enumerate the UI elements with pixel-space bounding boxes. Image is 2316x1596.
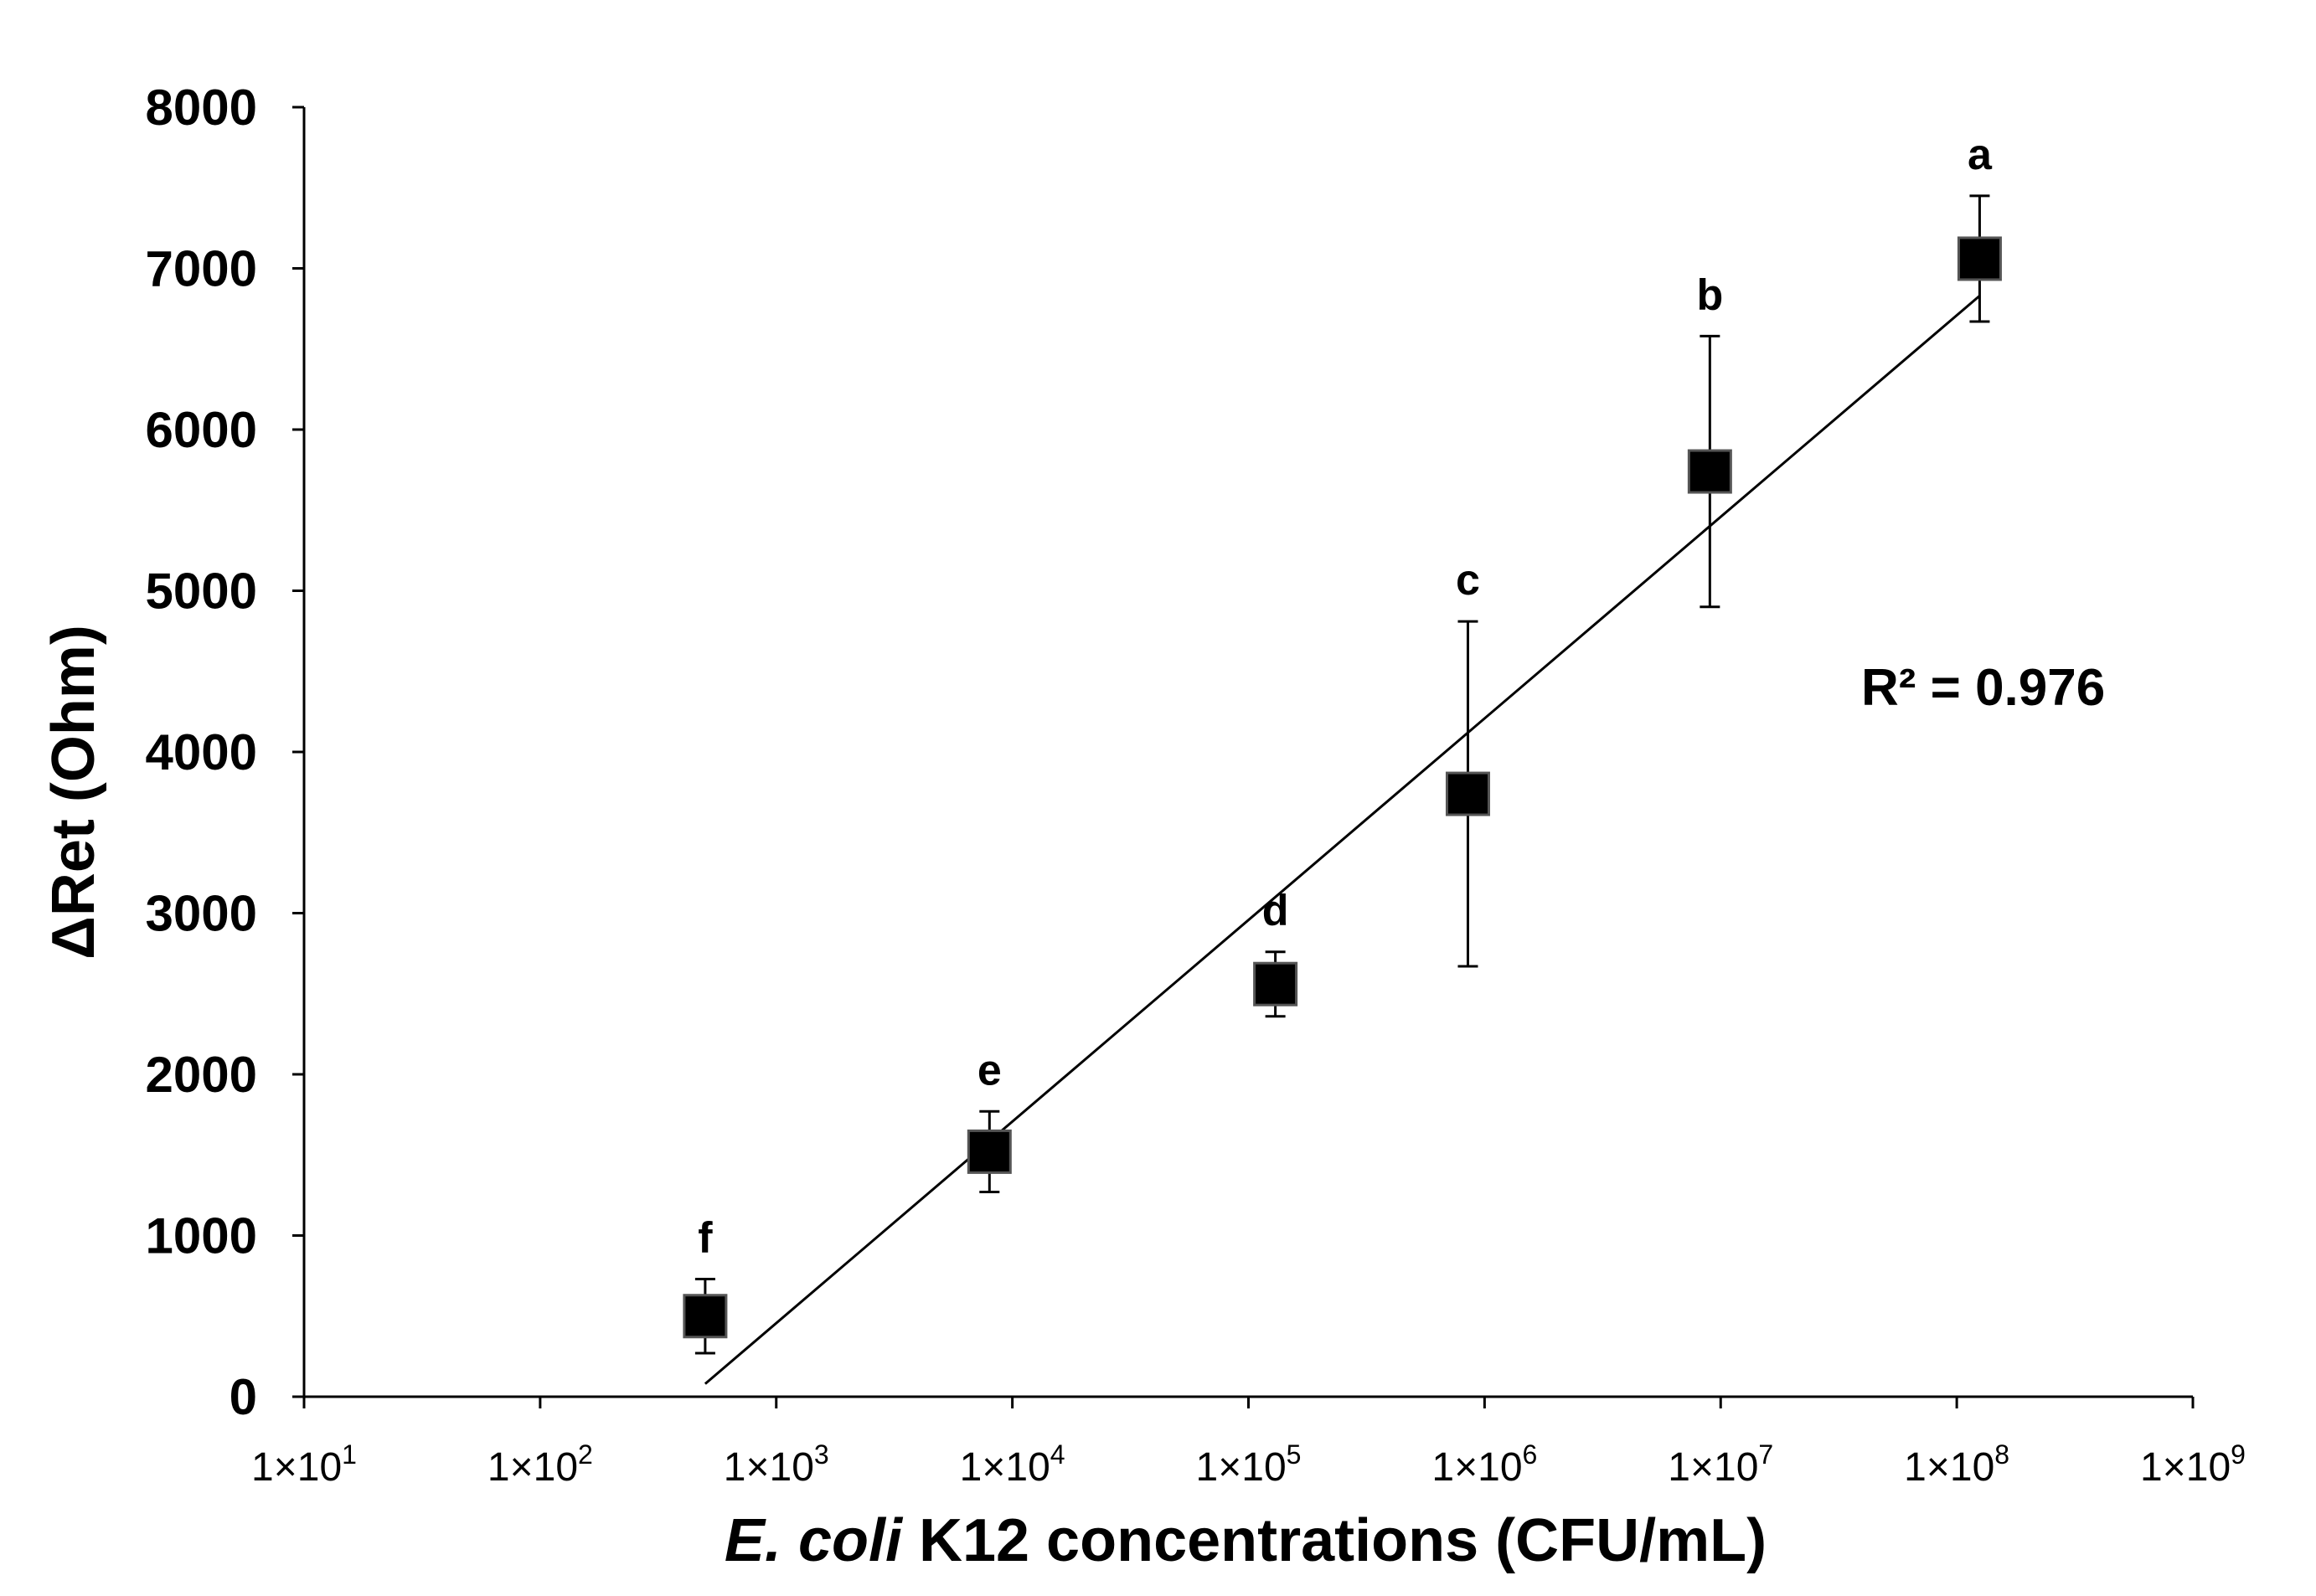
x-axis-title-italic: E. coli — [725, 1507, 904, 1574]
point-labels: f e d c b a — [698, 131, 1993, 1263]
r-squared-annotation: R² = 0.976 — [1861, 659, 2105, 717]
x-tick-label-base: 1×10 — [487, 1445, 578, 1490]
data-point-d — [1253, 961, 1298, 1007]
x-tick-label-base: 1×10 — [1196, 1445, 1287, 1490]
x-axis-title: E. coli K12 concentrations (CFU/mL) — [725, 1507, 1767, 1574]
x-tick-label: 1×104 — [960, 1439, 1065, 1490]
point-label-d: d — [1262, 887, 1289, 935]
point-label-c: c — [1456, 556, 1480, 605]
x-tick-label-base: 1×10 — [724, 1445, 814, 1490]
x-tick-label-base: 1×10 — [1431, 1445, 1522, 1490]
x-tick-label: 1×102 — [487, 1439, 593, 1490]
y-tick-label: 4000 — [146, 724, 257, 780]
y-tick-label: 7000 — [146, 241, 257, 297]
data-point-e — [967, 1129, 1012, 1174]
point-label-e: e — [977, 1046, 1002, 1094]
x-tick-label-exponent: 1 — [342, 1439, 357, 1470]
y-tick-label: 0 — [230, 1369, 257, 1425]
y-tick-label: 3000 — [146, 886, 257, 942]
error-bars — [694, 194, 1990, 1355]
data-markers — [683, 236, 2002, 1339]
x-tick-label-exponent: 6 — [1523, 1439, 1538, 1470]
x-tick-label-base: 1×10 — [1904, 1445, 1994, 1490]
x-tick-label-base: 1×10 — [960, 1445, 1050, 1490]
data-point-b — [1687, 449, 1732, 494]
x-tick-label: 1×108 — [1904, 1439, 2009, 1490]
trendline-group — [704, 295, 1981, 1385]
y-tick-label: 2000 — [146, 1047, 257, 1103]
x-tick-label: 1×105 — [1196, 1439, 1302, 1490]
x-tick-label-base: 1×10 — [2140, 1445, 2231, 1490]
y-tick-label: 5000 — [146, 564, 257, 620]
x-axis-title-rest: K12 concentrations (CFU/mL) — [902, 1507, 1767, 1574]
y-tick-label: 6000 — [146, 402, 257, 458]
point-label-f: f — [698, 1213, 713, 1262]
point-label-b: b — [1696, 270, 1723, 319]
y-tick-label: 1000 — [146, 1208, 257, 1264]
x-tick-label-base: 1×10 — [1668, 1445, 1758, 1490]
x-tick-label: 1×106 — [1431, 1439, 1537, 1490]
x-tick-label-exponent: 3 — [814, 1439, 829, 1470]
x-tick-label-exponent: 4 — [1050, 1439, 1065, 1470]
data-point-a — [1957, 236, 2002, 281]
x-tick-label-exponent: 2 — [578, 1439, 593, 1470]
point-label-a: a — [1968, 131, 1993, 179]
data-point-f — [683, 1294, 728, 1339]
y-axis-title: ΔRet (Ohm) — [40, 625, 107, 960]
x-tick-label-base: 1×10 — [251, 1445, 342, 1490]
x-tick-label: 1×103 — [724, 1439, 829, 1490]
y-tick-label: 8000 — [146, 80, 257, 136]
x-tick-label: 1×101 — [251, 1439, 357, 1490]
x-tick-label-exponent: 5 — [1287, 1439, 1302, 1470]
x-tick-label: 1×107 — [1668, 1439, 1773, 1490]
x-tick-label-exponent: 7 — [1758, 1439, 1773, 1470]
data-point-c — [1445, 771, 1490, 816]
x-tick-label-exponent: 9 — [2231, 1439, 2246, 1470]
trendline — [704, 295, 1981, 1385]
x-tick-label-exponent: 8 — [1994, 1439, 2009, 1470]
x-tick-label: 1×109 — [2140, 1439, 2246, 1490]
